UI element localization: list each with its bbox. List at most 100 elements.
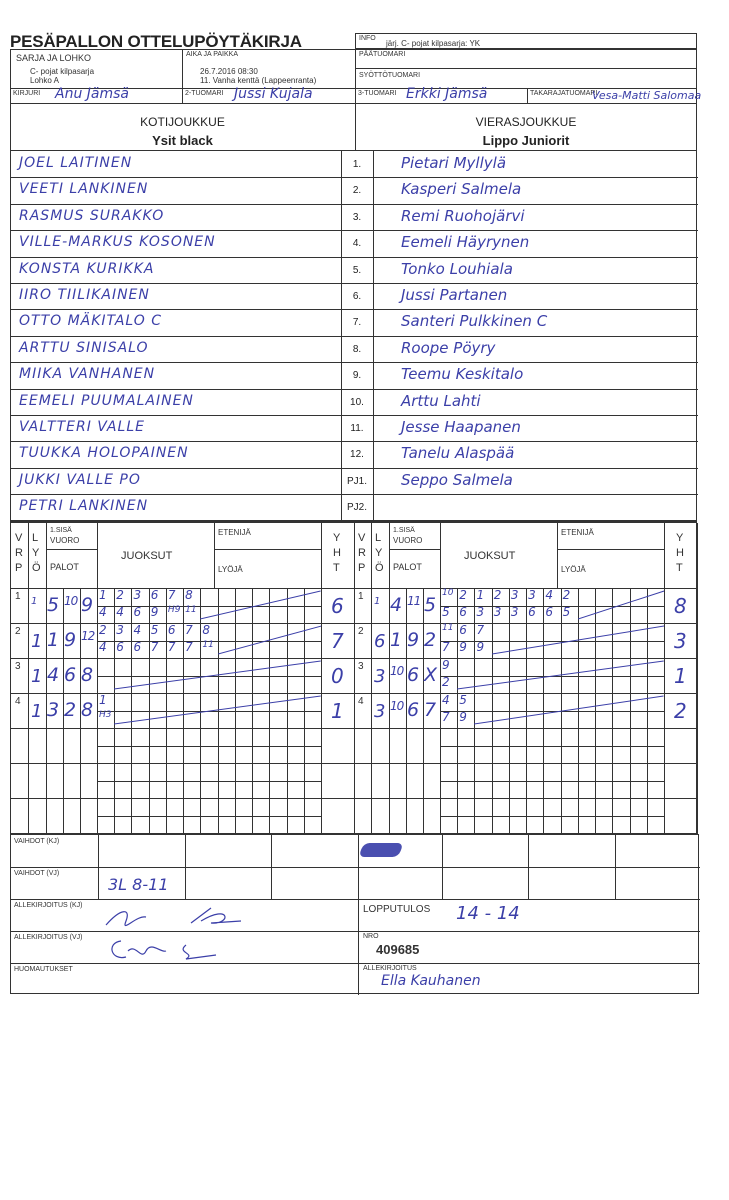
strike-line: [114, 660, 321, 690]
row-divider: [11, 230, 698, 232]
batting-order: 6: [374, 631, 386, 652]
run-top-value: 8: [202, 623, 211, 637]
run-cell-line: [508, 623, 510, 658]
outs-line: [406, 763, 407, 798]
run-cell-line: [577, 798, 579, 833]
out-value: X: [424, 664, 437, 686]
grid-line: [214, 523, 215, 588]
home-player-name: MIIKA VANHANEN: [19, 366, 156, 383]
run-cell-line: [165, 693, 167, 728]
run-top-value: 6: [167, 623, 176, 637]
grid-line: [557, 549, 664, 550]
half-divider: [440, 780, 664, 782]
run-top-value: 2: [116, 588, 124, 602]
run-cell-line: [612, 623, 614, 658]
away-player-name: Eemeli Häyrynen: [401, 233, 530, 252]
run-cell-line: [234, 658, 236, 693]
run-bottom-value: 9: [150, 605, 159, 619]
run-cell-line: [131, 763, 133, 798]
out-value: 4: [390, 594, 402, 616]
outs-line: [63, 623, 64, 658]
home-player-name: VILLE-MARKUS KOSONEN: [19, 234, 216, 251]
run-cell-line: [595, 728, 597, 763]
lyo-header: Ö: [375, 562, 384, 574]
run-cell-line: [491, 693, 493, 728]
run-top-value: 1: [476, 588, 485, 602]
outs-line: [80, 623, 81, 658]
row-divider: [11, 309, 698, 311]
inning-number: 3: [358, 661, 364, 672]
run-cell-line: [148, 658, 150, 693]
vrp-header: V: [15, 532, 23, 544]
away-team-name: Lippo Juniorit: [482, 133, 570, 148]
run-bottom-value: 11: [202, 640, 214, 650]
result-value: 14 - 14: [456, 903, 520, 924]
outs-line: [423, 728, 424, 763]
advancer-header: ETENIJÄ: [218, 528, 251, 537]
run-cell-line: [543, 693, 545, 728]
run-cell-line: [526, 798, 528, 833]
grid-line: [557, 523, 558, 588]
run-cell-line: [200, 588, 202, 623]
run-cell-line: [457, 693, 459, 728]
grid-line: [354, 523, 355, 834]
run-cell-line: [286, 658, 288, 693]
vrp-header: V: [358, 532, 366, 544]
run-cell-line: [165, 588, 167, 623]
run-cell-line: [286, 693, 288, 728]
vrp-header: R: [358, 547, 366, 559]
run-cell-line: [543, 763, 545, 798]
vrp-header: P: [15, 562, 23, 574]
run-cell-line: [491, 763, 493, 798]
run-cell-line: [560, 658, 562, 693]
run-cell-line: [148, 728, 150, 763]
out-value: 8: [81, 699, 93, 721]
half-divider: [97, 780, 321, 782]
run-cell-line: [131, 693, 133, 728]
date-time: 26.7.2016 08:30: [200, 67, 258, 76]
half-divider: [97, 640, 321, 642]
away-signature: [111, 940, 217, 960]
inning-total: 7: [331, 629, 344, 653]
inning-total: 1: [674, 664, 687, 688]
run-bottom-value: H9: [167, 605, 181, 615]
out-value: 9: [407, 629, 419, 651]
inning-divider: [354, 693, 697, 694]
run-cell-line: [491, 588, 493, 623]
run-cell-line: [646, 693, 648, 728]
out-value: 5: [424, 594, 436, 616]
divider: [271, 835, 272, 899]
run-cell-line: [595, 623, 597, 658]
run-cell-line: [114, 623, 116, 658]
run-cell-line: [526, 623, 528, 658]
run-bottom-value: H3: [99, 710, 112, 720]
run-cell-line: [457, 623, 459, 658]
run-cell-line: [595, 763, 597, 798]
row-divider: [11, 415, 698, 416]
home-team-label: KOTIJOUKKUE: [140, 115, 225, 129]
out-value: 6: [64, 664, 76, 686]
inning-total: 8: [674, 594, 687, 618]
outs-line: [423, 658, 424, 693]
run-cell-line: [269, 588, 271, 623]
divider: [355, 49, 356, 103]
inning-divider: [354, 798, 697, 799]
inning-divider: [354, 658, 697, 659]
run-top-value: 7: [167, 588, 176, 602]
run-cell-line: [474, 693, 476, 728]
strike-line: [457, 660, 664, 690]
scoring-table: V R P L Y Ö Y H T 1.SISÄ VUORO PALOT JUOKSUT ETENIJÄ L…: [10, 521, 698, 834]
strike-line: [491, 625, 664, 655]
away-player-name: Arttu Lahti: [401, 391, 481, 410]
run-cell-line: [114, 588, 116, 623]
row-divider: [11, 388, 698, 390]
out-value: 12: [81, 629, 95, 643]
runs-header: JUOKSUT: [121, 550, 173, 562]
run-cell-line: [629, 728, 631, 763]
half-divider: [97, 605, 321, 607]
run-bottom-value: 7: [167, 640, 176, 654]
lyo-header: L: [375, 532, 382, 544]
away-player-name: Remi Ruohojärvi: [401, 206, 525, 225]
divider: [442, 835, 443, 899]
